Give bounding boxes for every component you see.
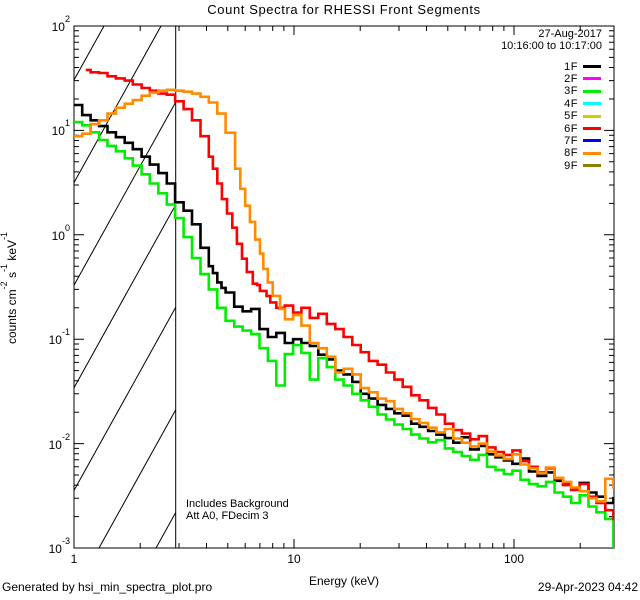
- y-tick-label-1e-2: 10-2: [48, 431, 70, 452]
- legend-label-1f: 1F: [564, 60, 578, 73]
- x-tick-label-100: 100: [503, 552, 525, 566]
- hatch-line: [98, 409, 177, 549]
- legend-item-2f: 2F: [500, 72, 614, 85]
- hatch-line: [73, 25, 162, 183]
- legend-item-8f: 8F: [500, 147, 614, 160]
- hatch-line: [73, 25, 105, 81]
- legend-item-3f: 3F: [500, 85, 614, 98]
- legend-label-4f: 4F: [564, 97, 578, 110]
- spectrum-curve-1f: [74, 103, 614, 505]
- annotation-attenuator-state: Att A0, FDecim 3: [186, 510, 269, 522]
- y-tick-label-1e0: 100: [51, 222, 70, 243]
- legend-color-line-3f: [583, 89, 601, 93]
- hatch-line: [73, 204, 177, 389]
- legend-item-9f: 9F: [500, 159, 614, 172]
- legend-color-line-6f: [583, 127, 601, 130]
- x-tick-label-1: 1: [70, 552, 78, 566]
- legend-color-line-1f: [583, 65, 601, 68]
- legend-item-7f: 7F: [500, 134, 614, 147]
- legend-color-line-2f: [583, 77, 601, 81]
- spectrum-curve-8f: [74, 88, 614, 503]
- legend-label-5f: 5F: [564, 110, 578, 123]
- render-timestamp: 29-Apr-2023 04:42: [537, 580, 638, 594]
- y-tick-label-1e2: 102: [51, 14, 70, 34]
- legend-label-2f: 2F: [564, 72, 578, 85]
- legend-label-6f: 6F: [564, 122, 578, 135]
- legend-label-8f: 8F: [564, 147, 578, 160]
- legend-label-3f: 3F: [564, 85, 578, 98]
- annotation-includes-background: Includes Background: [186, 498, 289, 510]
- x-tick-label-10: 10: [287, 552, 301, 566]
- y-tick-label-1e1: 101: [51, 118, 70, 139]
- y-tick-label-1e-1: 10-1: [48, 327, 70, 348]
- x-axis-label: Energy (keV): [308, 574, 380, 588]
- plot-frame: [73, 25, 615, 549]
- legend-item-5f: 5F: [500, 110, 614, 123]
- legend-item-6f: 6F: [500, 122, 614, 135]
- hatch-line: [155, 512, 177, 549]
- legend-label-7f: 7F: [564, 134, 578, 147]
- y-axis-label: counts cm-2 s-1 keV-1: [0, 231, 19, 345]
- legend-color-line-4f: [583, 102, 601, 106]
- legend-item-4f: 4F: [500, 97, 614, 110]
- legend-color-line-5f: [583, 114, 601, 118]
- y-tick-label-1e-3: 10-3: [48, 536, 70, 556]
- page-title: Count Spectra for RHESSI Front Segments: [207, 2, 481, 17]
- legend-label-9f: 9F: [564, 159, 578, 172]
- observation-time-range: 10:16:00 to 10:17:00: [501, 40, 602, 52]
- legend-color-line-8f: [583, 151, 601, 155]
- generator-credit: Generated by hsi_min_spectra_plot.pro: [2, 580, 213, 594]
- legend-color-line-9f: [583, 164, 601, 168]
- hatch-line: [73, 307, 177, 491]
- legend-color-line-7f: [583, 139, 601, 143]
- observation-date: 27-Aug-2017: [538, 28, 602, 40]
- spectrum-curve-3f: [74, 120, 614, 548]
- hatch-line: [73, 101, 177, 286]
- legend-item-1f: 1F: [500, 60, 614, 73]
